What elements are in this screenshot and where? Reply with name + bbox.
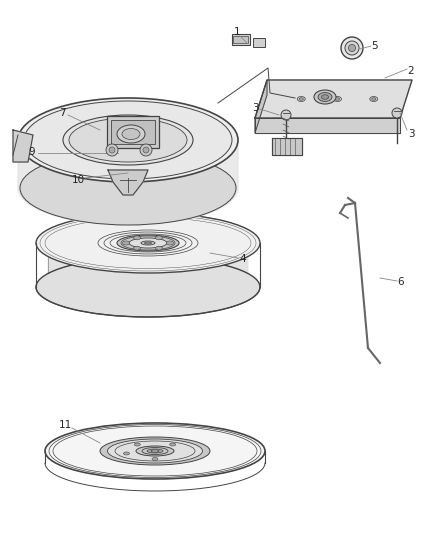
- Ellipse shape: [318, 93, 332, 101]
- Ellipse shape: [129, 238, 167, 248]
- Ellipse shape: [122, 128, 140, 140]
- Polygon shape: [255, 80, 412, 118]
- Ellipse shape: [370, 96, 378, 101]
- Text: 7: 7: [59, 108, 65, 118]
- Text: 3: 3: [408, 129, 414, 139]
- Circle shape: [392, 108, 402, 118]
- Bar: [232, 34, 250, 45]
- Ellipse shape: [24, 101, 232, 179]
- Ellipse shape: [115, 441, 195, 461]
- Polygon shape: [255, 118, 400, 133]
- Ellipse shape: [18, 98, 238, 182]
- Ellipse shape: [134, 443, 140, 446]
- Bar: [253, 38, 265, 47]
- Circle shape: [281, 110, 291, 120]
- Bar: [233, 36, 248, 43]
- Text: 3: 3: [252, 103, 258, 113]
- Circle shape: [345, 41, 359, 55]
- Text: 4: 4: [240, 254, 246, 264]
- Polygon shape: [18, 140, 238, 225]
- Ellipse shape: [69, 118, 187, 162]
- Ellipse shape: [145, 242, 152, 244]
- Text: 2: 2: [408, 66, 414, 76]
- Ellipse shape: [372, 98, 376, 100]
- Circle shape: [109, 147, 115, 153]
- Ellipse shape: [147, 449, 163, 453]
- Ellipse shape: [117, 235, 179, 251]
- Circle shape: [140, 144, 152, 156]
- Ellipse shape: [63, 115, 193, 165]
- Ellipse shape: [36, 213, 260, 273]
- Circle shape: [341, 37, 363, 59]
- Circle shape: [106, 144, 118, 156]
- Text: 1: 1: [234, 27, 240, 37]
- Ellipse shape: [134, 246, 141, 250]
- Polygon shape: [255, 80, 267, 133]
- Ellipse shape: [333, 96, 342, 101]
- Ellipse shape: [151, 450, 159, 452]
- Circle shape: [143, 147, 149, 153]
- Ellipse shape: [36, 257, 260, 317]
- Text: 5: 5: [372, 41, 378, 51]
- Text: 9: 9: [28, 147, 35, 157]
- Bar: [111, 120, 155, 144]
- Ellipse shape: [155, 246, 162, 250]
- Ellipse shape: [321, 95, 328, 99]
- Bar: [107, 116, 159, 148]
- Ellipse shape: [121, 236, 175, 250]
- Ellipse shape: [297, 96, 305, 101]
- Ellipse shape: [117, 125, 145, 143]
- Circle shape: [349, 44, 356, 52]
- Ellipse shape: [142, 448, 168, 455]
- Ellipse shape: [314, 90, 336, 104]
- Polygon shape: [272, 138, 302, 155]
- Text: 10: 10: [71, 175, 85, 185]
- Polygon shape: [108, 170, 148, 195]
- Ellipse shape: [152, 457, 158, 461]
- Ellipse shape: [166, 241, 173, 245]
- Text: 11: 11: [58, 420, 72, 430]
- Ellipse shape: [336, 98, 339, 100]
- Ellipse shape: [107, 439, 202, 463]
- Polygon shape: [48, 213, 248, 273]
- Ellipse shape: [20, 151, 236, 225]
- Ellipse shape: [134, 236, 141, 240]
- Ellipse shape: [170, 443, 176, 446]
- Ellipse shape: [124, 452, 130, 455]
- Ellipse shape: [123, 241, 130, 245]
- Ellipse shape: [155, 236, 162, 240]
- Text: 6: 6: [398, 277, 404, 287]
- Polygon shape: [13, 130, 33, 162]
- Ellipse shape: [45, 423, 265, 479]
- Ellipse shape: [299, 98, 303, 100]
- Ellipse shape: [100, 437, 210, 465]
- Ellipse shape: [136, 446, 174, 456]
- Ellipse shape: [141, 241, 155, 245]
